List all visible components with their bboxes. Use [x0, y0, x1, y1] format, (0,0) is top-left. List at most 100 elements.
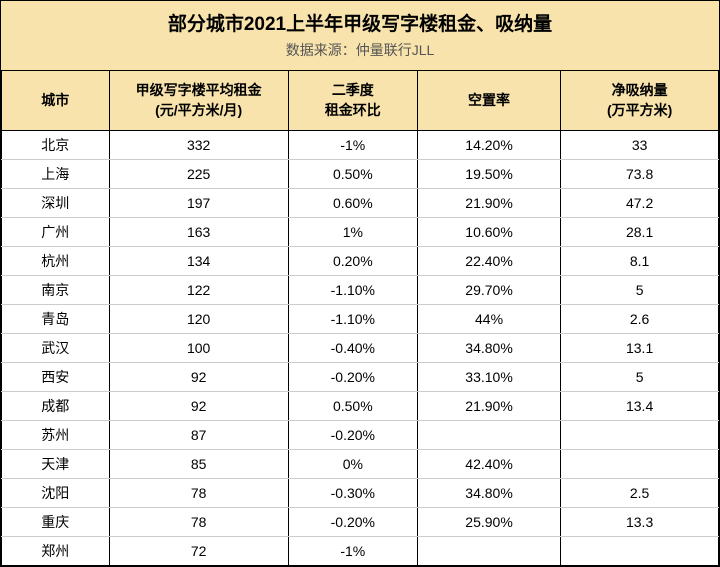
- cell-rent: 87: [109, 421, 288, 450]
- cell-q2: -0.20%: [288, 421, 417, 450]
- cell-vacancy: 29.70%: [417, 276, 560, 305]
- cell-city: 南京: [2, 276, 110, 305]
- cell-rent: 120: [109, 305, 288, 334]
- cell-vacancy: 33.10%: [417, 363, 560, 392]
- col-label-line1: 甲级写字楼平均租金: [136, 82, 262, 98]
- cell-rent: 92: [109, 392, 288, 421]
- col-label: 空置率: [468, 92, 510, 108]
- header-row: 城市 甲级写字楼平均租金 (元/平方米/月) 二季度 租金环比 空置率 净吸纳量…: [2, 71, 719, 131]
- cell-rent: 72: [109, 537, 288, 566]
- cell-vacancy: 21.90%: [417, 392, 560, 421]
- table-row: 广州1631%10.60%28.1: [2, 218, 719, 247]
- cell-absorption: [561, 421, 719, 450]
- table-row: 上海2250.50%19.50%73.8: [2, 160, 719, 189]
- cell-absorption: 5: [561, 363, 719, 392]
- cell-q2: -0.30%: [288, 479, 417, 508]
- cell-absorption: 8.1: [561, 247, 719, 276]
- table-row: 南京122-1.10%29.70%5: [2, 276, 719, 305]
- cell-rent: 332: [109, 131, 288, 160]
- table-row: 青岛120-1.10%44%2.6: [2, 305, 719, 334]
- cell-vacancy: 34.80%: [417, 479, 560, 508]
- page-title: 部分城市2021上半年甲级写字楼租金、吸纳量: [168, 14, 552, 35]
- cell-absorption: 13.1: [561, 334, 719, 363]
- cell-rent: 134: [109, 247, 288, 276]
- table-row: 深圳1970.60%21.90%47.2: [2, 189, 719, 218]
- table-row: 郑州72-1%: [2, 537, 719, 566]
- cell-city: 天津: [2, 450, 110, 479]
- cell-city: 武汉: [2, 334, 110, 363]
- cell-city: 北京: [2, 131, 110, 160]
- table-body: 北京332-1%14.20%33上海2250.50%19.50%73.8深圳19…: [2, 131, 719, 566]
- col-label-line1: 二季度: [332, 82, 374, 98]
- cell-city: 杭州: [2, 247, 110, 276]
- subtitle-row: 数据来源：仲量联行JLL: [1, 38, 719, 70]
- cell-rent: 92: [109, 363, 288, 392]
- table-row: 苏州87-0.20%: [2, 421, 719, 450]
- data-table: 城市 甲级写字楼平均租金 (元/平方米/月) 二季度 租金环比 空置率 净吸纳量…: [1, 70, 719, 566]
- cell-city: 西安: [2, 363, 110, 392]
- cell-vacancy: 22.40%: [417, 247, 560, 276]
- cell-rent: 163: [109, 218, 288, 247]
- cell-rent: 78: [109, 479, 288, 508]
- cell-rent: 225: [109, 160, 288, 189]
- col-header-q2: 二季度 租金环比: [288, 71, 417, 131]
- cell-city: 沈阳: [2, 479, 110, 508]
- cell-q2: 0.60%: [288, 189, 417, 218]
- table-row: 成都920.50%21.90%13.4: [2, 392, 719, 421]
- cell-absorption: [561, 537, 719, 566]
- cell-city: 广州: [2, 218, 110, 247]
- cell-vacancy: 34.80%: [417, 334, 560, 363]
- cell-q2: -0.40%: [288, 334, 417, 363]
- cell-q2: -1.10%: [288, 276, 417, 305]
- cell-city: 郑州: [2, 537, 110, 566]
- cell-vacancy: 10.60%: [417, 218, 560, 247]
- cell-q2: -0.20%: [288, 508, 417, 537]
- table-row: 沈阳78-0.30%34.80%2.5: [2, 479, 719, 508]
- cell-absorption: 13.3: [561, 508, 719, 537]
- title-row: 部分城市2021上半年甲级写字楼租金、吸纳量: [1, 1, 719, 38]
- cell-rent: 197: [109, 189, 288, 218]
- col-label-line1: 净吸纳量: [612, 82, 668, 98]
- cell-absorption: 2.5: [561, 479, 719, 508]
- cell-q2: -1%: [288, 537, 417, 566]
- cell-absorption: 2.6: [561, 305, 719, 334]
- table-row: 武汉100-0.40%34.80%13.1: [2, 334, 719, 363]
- table-row: 北京332-1%14.20%33: [2, 131, 719, 160]
- cell-absorption: 47.2: [561, 189, 719, 218]
- cell-absorption: [561, 450, 719, 479]
- cell-absorption: 13.4: [561, 392, 719, 421]
- cell-q2: 1%: [288, 218, 417, 247]
- cell-absorption: 73.8: [561, 160, 719, 189]
- cell-vacancy: [417, 421, 560, 450]
- cell-vacancy: 14.20%: [417, 131, 560, 160]
- col-header-city: 城市: [2, 71, 110, 131]
- table-row: 西安92-0.20%33.10%5: [2, 363, 719, 392]
- cell-city: 深圳: [2, 189, 110, 218]
- cell-rent: 85: [109, 450, 288, 479]
- col-label: 城市: [41, 92, 69, 108]
- cell-vacancy: 42.40%: [417, 450, 560, 479]
- cell-vacancy: 19.50%: [417, 160, 560, 189]
- cell-absorption: 28.1: [561, 218, 719, 247]
- table-container: 部分城市2021上半年甲级写字楼租金、吸纳量 数据来源：仲量联行JLL 城市 甲…: [0, 0, 720, 567]
- cell-q2: -1%: [288, 131, 417, 160]
- cell-vacancy: 21.90%: [417, 189, 560, 218]
- col-header-rent: 甲级写字楼平均租金 (元/平方米/月): [109, 71, 288, 131]
- cell-q2: -0.20%: [288, 363, 417, 392]
- table-row: 重庆78-0.20%25.90%13.3: [2, 508, 719, 537]
- subtitle-prefix: 数据来源：: [286, 42, 356, 58]
- col-label-line2: (元/平方米/月): [155, 102, 242, 118]
- cell-city: 青岛: [2, 305, 110, 334]
- cell-city: 上海: [2, 160, 110, 189]
- col-label-line2: (万平方米): [607, 102, 672, 118]
- cell-absorption: 5: [561, 276, 719, 305]
- table-row: 杭州1340.20%22.40%8.1: [2, 247, 719, 276]
- col-header-vacancy: 空置率: [417, 71, 560, 131]
- subtitle-source: 仲量联行JLL: [356, 42, 435, 58]
- cell-vacancy: 25.90%: [417, 508, 560, 537]
- cell-q2: 0.50%: [288, 392, 417, 421]
- cell-city: 成都: [2, 392, 110, 421]
- cell-city: 苏州: [2, 421, 110, 450]
- cell-q2: 0.50%: [288, 160, 417, 189]
- cell-q2: 0.20%: [288, 247, 417, 276]
